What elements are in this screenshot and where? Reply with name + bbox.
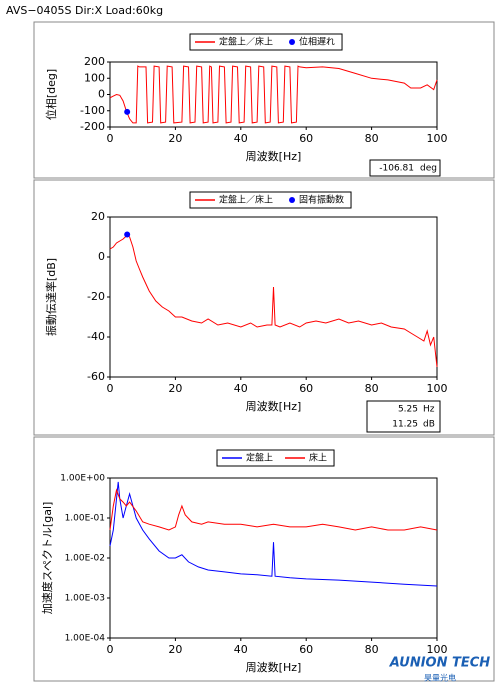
y-tick-label: 1.00E-03 xyxy=(65,594,105,604)
header: AVS−0405S Dir:X Load:60kg xyxy=(6,4,163,17)
x-tick-label: 60 xyxy=(299,643,313,656)
x-tick-label: 40 xyxy=(234,132,248,145)
x-tick-label: 100 xyxy=(427,643,448,656)
logo-sub: 昊量光电 xyxy=(424,673,456,683)
series-line xyxy=(109,481,438,587)
legend-label: 定盤上／床上 xyxy=(219,194,273,206)
y-tick-label: -200 xyxy=(80,120,105,133)
panel xyxy=(33,436,495,682)
y-tick-label: 1.00E-02 xyxy=(65,554,105,564)
legend-marker xyxy=(289,39,296,45)
x-tick-label: 80 xyxy=(365,643,379,656)
logo: AUNION TECH xyxy=(389,656,490,671)
legend-label: 定盤上／床上 xyxy=(219,36,273,48)
readout-box xyxy=(369,159,441,177)
legend-box xyxy=(189,33,343,51)
x-tick-label: 40 xyxy=(234,382,248,395)
series-line xyxy=(109,65,438,124)
x-tick-label: 0 xyxy=(107,643,114,656)
y-tick-label: 100 xyxy=(84,71,105,84)
y-tick-label: -100 xyxy=(80,104,105,117)
readout-unit: deg xyxy=(420,164,437,174)
x-tick-label: 20 xyxy=(168,643,182,656)
y-tick-label: 20 xyxy=(91,210,105,223)
x-axis-label: 周波数[Hz] xyxy=(246,400,302,413)
x-tick-label: 60 xyxy=(299,132,313,145)
x-tick-label: 0 xyxy=(107,382,114,395)
legend-label: 固有振動数 xyxy=(299,194,344,206)
point xyxy=(124,231,131,238)
y-tick-label: 200 xyxy=(84,55,105,68)
legend-label: 定盤上 xyxy=(246,452,273,464)
x-tick-label: 60 xyxy=(299,382,313,395)
y-tick-label: 0 xyxy=(98,250,105,263)
y-tick-label: 1.00E-04 xyxy=(65,634,106,644)
readout-box xyxy=(366,400,441,433)
readout-unit: dB xyxy=(423,420,435,430)
x-tick-label: 20 xyxy=(168,382,182,395)
x-tick-label: 100 xyxy=(427,382,448,395)
x-tick-label: 20 xyxy=(168,132,182,145)
y-axis-label: 振動伝達率[dB] xyxy=(44,258,58,336)
y-axis-label: 位相[deg] xyxy=(44,69,58,120)
series-line xyxy=(109,488,438,531)
legend-label: 位相遅れ xyxy=(299,36,335,48)
legend-label: 床上 xyxy=(309,452,327,464)
legend-box xyxy=(216,449,335,467)
x-axis-label: 周波数[Hz] xyxy=(246,661,302,674)
legend-marker xyxy=(289,197,296,203)
readout-value: 5.25 xyxy=(398,405,418,415)
legend-box xyxy=(189,191,352,209)
point xyxy=(124,108,131,115)
x-tick-label: 80 xyxy=(365,382,379,395)
series-line xyxy=(109,233,438,368)
x-tick-label: 100 xyxy=(427,132,448,145)
y-tick-label: -60 xyxy=(87,370,105,383)
panel xyxy=(33,179,495,436)
x-tick-label: 0 xyxy=(107,132,114,145)
y-tick-label: 1.00E-01 xyxy=(65,514,105,524)
readout-value: 11.25 xyxy=(392,420,418,430)
y-tick-label: -40 xyxy=(87,330,105,343)
y-axis-label: 加速度スペクトル[gal] xyxy=(40,502,54,615)
x-tick-label: 80 xyxy=(365,132,379,145)
x-tick-label: 40 xyxy=(234,643,248,656)
y-tick-label: 0 xyxy=(98,88,105,101)
readout-value: -106.81 xyxy=(379,164,414,174)
plot-area xyxy=(109,477,438,639)
panel xyxy=(33,21,495,179)
y-tick-label: -20 xyxy=(87,290,105,303)
x-axis-label: 周波数[Hz] xyxy=(246,150,302,163)
y-tick-label: 1.00E+00 xyxy=(60,474,105,484)
readout-unit: Hz xyxy=(423,405,435,415)
